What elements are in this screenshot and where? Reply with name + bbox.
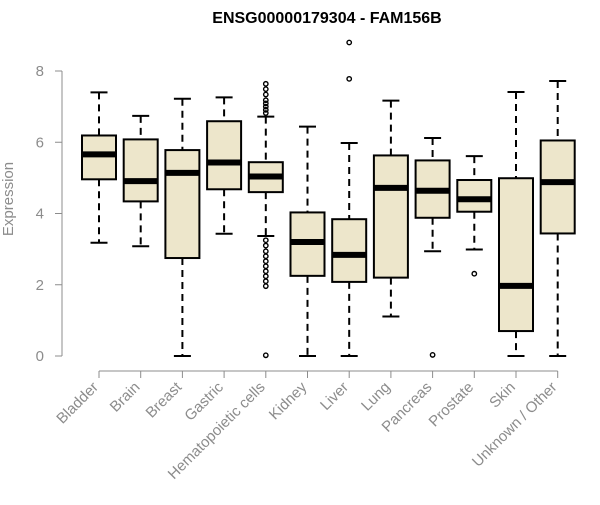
outlier-point: [346, 75, 353, 82]
box-iqr: [498, 177, 534, 333]
outlier-point: [262, 97, 269, 104]
x-tick-label: Prostate: [426, 379, 478, 431]
outlier-point: [262, 80, 269, 87]
box-iqr: [539, 139, 576, 235]
box-iqr: [456, 179, 493, 213]
outlier-point: [262, 273, 269, 280]
box-iqr: [206, 120, 243, 191]
outlier-point: [262, 100, 269, 107]
outlier-point: [429, 352, 436, 358]
box-iqr: [331, 218, 368, 283]
outlier-point: [262, 263, 269, 270]
box-iqr: [372, 154, 409, 279]
outlier-point: [262, 110, 269, 116]
outlier-point: [262, 283, 269, 290]
y-tick-label: 4: [36, 206, 44, 223]
outlier-point: [262, 258, 269, 265]
outlier-point: [471, 270, 478, 277]
chart-title: ENSG00000179304 - FAM156B: [212, 10, 441, 27]
x-tick-label: Skin: [486, 379, 519, 412]
y-tick-label: 8: [36, 63, 44, 80]
outlier-point: [262, 268, 269, 275]
outlier-point: [262, 106, 269, 113]
x-tick-label: Lung: [358, 379, 394, 415]
box-iqr: [122, 138, 159, 203]
x-tick-label: Brain: [107, 379, 144, 416]
x-tick-label: Bladder: [53, 379, 102, 428]
outlier-point: [262, 103, 269, 110]
outlier-point: [262, 248, 269, 255]
outlier-point: [346, 39, 353, 46]
box-iqr: [81, 134, 117, 181]
outlier-point: [262, 91, 269, 98]
y-tick-label: 6: [36, 134, 44, 151]
y-tick-label: 0: [36, 348, 44, 365]
x-tick-label: Liver: [317, 379, 352, 414]
outlier-point: [262, 278, 269, 285]
outlier-point: [262, 242, 269, 249]
outlier-point: [262, 352, 269, 359]
x-tick-label: Kidney: [266, 378, 311, 423]
outlier-point: [262, 253, 269, 260]
outlier-point: [262, 237, 269, 244]
x-tick-label: Breast: [143, 378, 186, 421]
y-tick-label: 2: [36, 277, 44, 294]
y-axis-label: Expression: [0, 162, 17, 236]
box-iqr: [164, 149, 201, 260]
outlier-point: [262, 86, 269, 93]
